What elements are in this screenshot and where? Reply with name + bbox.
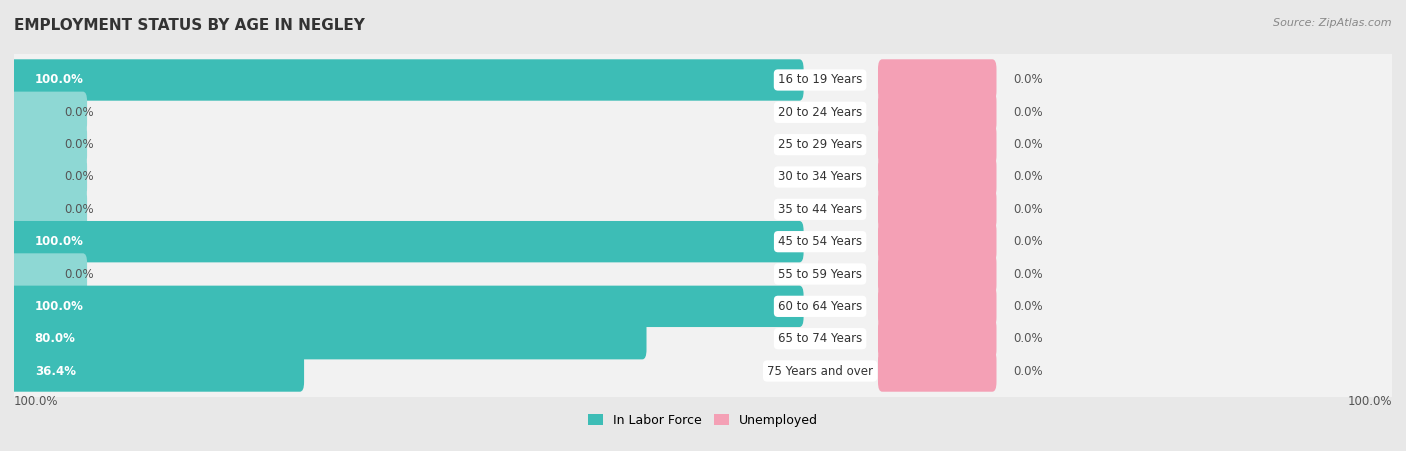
Text: EMPLOYMENT STATUS BY AGE IN NEGLEY: EMPLOYMENT STATUS BY AGE IN NEGLEY [14,18,366,33]
Text: 75 Years and over: 75 Years and over [768,364,873,377]
FancyBboxPatch shape [10,189,87,230]
FancyBboxPatch shape [877,124,997,166]
FancyBboxPatch shape [7,112,1399,177]
FancyBboxPatch shape [10,221,804,262]
Text: 0.0%: 0.0% [1014,300,1043,313]
Text: 100.0%: 100.0% [14,395,59,408]
Text: 100.0%: 100.0% [1347,395,1392,408]
Text: 36.4%: 36.4% [35,364,76,377]
Text: 100.0%: 100.0% [35,300,83,313]
Text: 25 to 29 Years: 25 to 29 Years [778,138,862,151]
FancyBboxPatch shape [10,92,87,133]
Text: 100.0%: 100.0% [35,74,83,87]
FancyBboxPatch shape [10,156,87,198]
FancyBboxPatch shape [877,318,997,359]
Text: 0.0%: 0.0% [1014,170,1043,184]
Text: 0.0%: 0.0% [1014,364,1043,377]
Text: 0.0%: 0.0% [65,267,94,281]
FancyBboxPatch shape [10,253,87,295]
FancyBboxPatch shape [7,242,1399,306]
Text: 30 to 34 Years: 30 to 34 Years [778,170,862,184]
Text: 65 to 74 Years: 65 to 74 Years [778,332,862,345]
Text: 0.0%: 0.0% [1014,74,1043,87]
Text: 0.0%: 0.0% [1014,138,1043,151]
FancyBboxPatch shape [10,285,804,327]
Text: 16 to 19 Years: 16 to 19 Years [778,74,862,87]
Text: 0.0%: 0.0% [1014,106,1043,119]
FancyBboxPatch shape [10,350,304,392]
Text: 55 to 59 Years: 55 to 59 Years [778,267,862,281]
Text: 0.0%: 0.0% [65,138,94,151]
Text: 0.0%: 0.0% [65,106,94,119]
FancyBboxPatch shape [10,124,87,166]
Text: 35 to 44 Years: 35 to 44 Years [778,203,862,216]
Text: 20 to 24 Years: 20 to 24 Years [778,106,862,119]
Text: 0.0%: 0.0% [1014,332,1043,345]
FancyBboxPatch shape [877,189,997,230]
FancyBboxPatch shape [7,80,1399,145]
Text: 80.0%: 80.0% [35,332,76,345]
FancyBboxPatch shape [7,339,1399,403]
Text: 0.0%: 0.0% [1014,235,1043,248]
Text: 0.0%: 0.0% [65,203,94,216]
FancyBboxPatch shape [877,285,997,327]
Text: 0.0%: 0.0% [1014,203,1043,216]
FancyBboxPatch shape [7,306,1399,371]
Text: 45 to 54 Years: 45 to 54 Years [778,235,862,248]
Text: 0.0%: 0.0% [1014,267,1043,281]
Text: Source: ZipAtlas.com: Source: ZipAtlas.com [1274,18,1392,28]
Legend: In Labor Force, Unemployed: In Labor Force, Unemployed [583,409,823,432]
FancyBboxPatch shape [10,59,804,101]
FancyBboxPatch shape [7,145,1399,209]
FancyBboxPatch shape [7,177,1399,242]
FancyBboxPatch shape [7,48,1399,112]
FancyBboxPatch shape [7,274,1399,339]
FancyBboxPatch shape [877,350,997,392]
FancyBboxPatch shape [877,221,997,262]
FancyBboxPatch shape [877,59,997,101]
FancyBboxPatch shape [877,253,997,295]
FancyBboxPatch shape [877,92,997,133]
FancyBboxPatch shape [877,156,997,198]
Text: 0.0%: 0.0% [65,170,94,184]
Text: 100.0%: 100.0% [35,235,83,248]
FancyBboxPatch shape [10,318,647,359]
FancyBboxPatch shape [7,209,1399,274]
Text: 60 to 64 Years: 60 to 64 Years [778,300,862,313]
